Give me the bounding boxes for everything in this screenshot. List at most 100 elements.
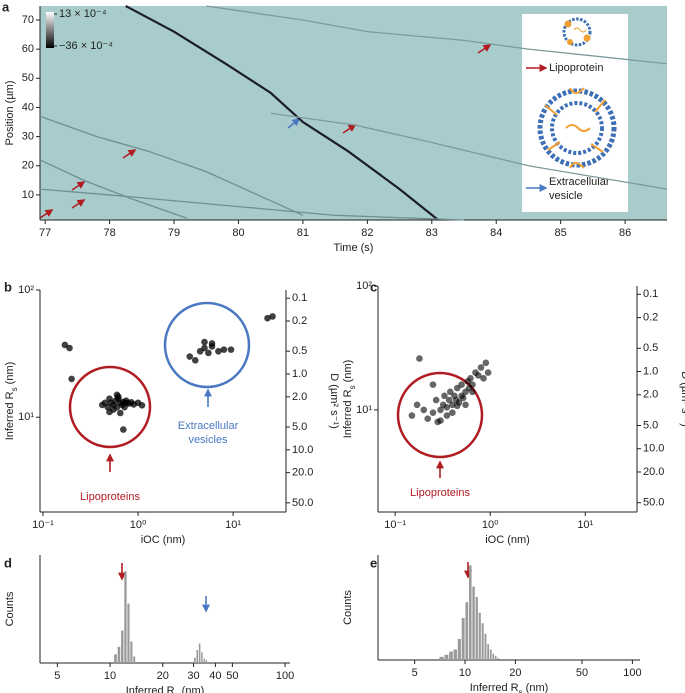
x-tick-label: 77 <box>39 227 51 239</box>
trajectory <box>270 112 668 190</box>
point <box>264 314 271 322</box>
y2-tick-label: 20.0 <box>643 466 664 478</box>
x-tick-label: 81 <box>297 227 309 239</box>
point <box>449 409 456 416</box>
point <box>201 338 208 346</box>
axis-label: Inferred Rs (nm) <box>470 682 549 693</box>
y2-tick-label: 50.0 <box>643 497 664 509</box>
x-tick-label: 80 <box>232 227 244 239</box>
annotation: vesicles <box>188 434 228 446</box>
point <box>441 392 448 400</box>
label-part: Inferred R <box>342 389 354 438</box>
bar <box>497 657 499 660</box>
x-tick-label: 20 <box>157 670 169 682</box>
highlight-circle <box>396 371 484 459</box>
label-sub: s <box>10 387 19 391</box>
y-tick-label: 20 <box>22 160 34 172</box>
point <box>429 409 437 416</box>
y2-tick-label: 5.0 <box>643 419 658 431</box>
bar <box>457 639 461 660</box>
y2-tick-label: 5.0 <box>292 421 307 433</box>
bar <box>489 649 492 660</box>
bar <box>492 653 495 660</box>
point <box>68 375 75 383</box>
point <box>434 418 441 426</box>
axis-label: Counts <box>342 590 354 625</box>
y-tick-label: 10¹ <box>356 404 372 416</box>
annotation: Lipoproteins <box>80 491 140 503</box>
bar <box>117 646 121 663</box>
axis-label: Inferred Rs (nm) <box>126 685 205 693</box>
x-tick-label: 86 <box>619 227 631 239</box>
y-tick-label: 10 <box>22 189 34 201</box>
axis-label: Inferred Rs (nm) <box>342 360 357 439</box>
point <box>484 369 492 376</box>
label-sub: s <box>175 691 179 693</box>
bar <box>472 586 475 660</box>
label-part: (nm) <box>4 362 16 388</box>
y-tick-label: 10² <box>18 284 34 296</box>
point <box>122 397 130 404</box>
point <box>443 403 451 411</box>
x-tick-label: 10 <box>104 670 116 682</box>
y2-tick-label: 10.0 <box>292 444 313 456</box>
x-tick-label: 10⁻¹ <box>384 519 406 531</box>
y2-tick-label: 0.5 <box>643 342 658 354</box>
point <box>220 346 228 353</box>
label-sub: s <box>519 688 523 693</box>
point <box>138 402 146 409</box>
label-part: (nm) <box>179 685 205 693</box>
y-tick-label: 70 <box>22 14 34 26</box>
axis-label: Counts <box>4 591 16 626</box>
y2-tick-label: 2.0 <box>292 391 307 403</box>
x-tick-label: 78 <box>103 227 115 239</box>
vesicle-icon <box>537 87 617 169</box>
bar <box>478 612 481 660</box>
x-tick-label: 83 <box>426 227 438 239</box>
x-tick-label: 82 <box>361 227 373 239</box>
panel-label: c <box>370 279 377 294</box>
point <box>208 340 216 347</box>
point <box>201 344 208 352</box>
bar <box>114 654 117 663</box>
point <box>477 364 485 371</box>
y-tick-label: 30 <box>22 131 34 143</box>
y2-tick-label: 20.0 <box>292 467 313 479</box>
label-sub: s <box>348 385 357 389</box>
highlight-circle <box>68 365 152 449</box>
bar <box>133 656 136 663</box>
trajectory <box>39 188 465 221</box>
bar <box>124 571 127 663</box>
point <box>446 388 454 396</box>
point <box>66 344 73 352</box>
legend-label: vesicle <box>549 190 583 202</box>
point <box>116 409 124 417</box>
y-tick-label: 60 <box>22 43 34 55</box>
bar <box>465 602 469 660</box>
point <box>475 372 482 379</box>
point <box>106 408 113 416</box>
x-tick-label: 5 <box>54 670 60 682</box>
point <box>453 402 461 410</box>
panel-label: a <box>2 0 10 14</box>
point <box>413 401 421 409</box>
label-part: Inferred R <box>4 391 16 440</box>
point <box>469 388 476 396</box>
y-tick-label: 10¹ <box>18 411 34 423</box>
y2-tick-label: 0.1 <box>292 292 307 304</box>
y2-tick-label: 1.0 <box>292 368 307 380</box>
x-tick-label: 30 <box>187 670 199 682</box>
label-part: (nm) <box>342 360 354 386</box>
point <box>408 412 416 419</box>
point <box>459 394 467 402</box>
x-tick-label: 79 <box>168 227 180 239</box>
y-tick-label: 10² <box>356 280 372 292</box>
label-part: (nm) <box>523 682 549 693</box>
panel-label: e <box>370 555 377 570</box>
y2-tick-label: 0.2 <box>292 315 307 327</box>
point <box>186 353 194 360</box>
bar <box>196 650 199 663</box>
y-tick-label: 50 <box>22 72 34 84</box>
